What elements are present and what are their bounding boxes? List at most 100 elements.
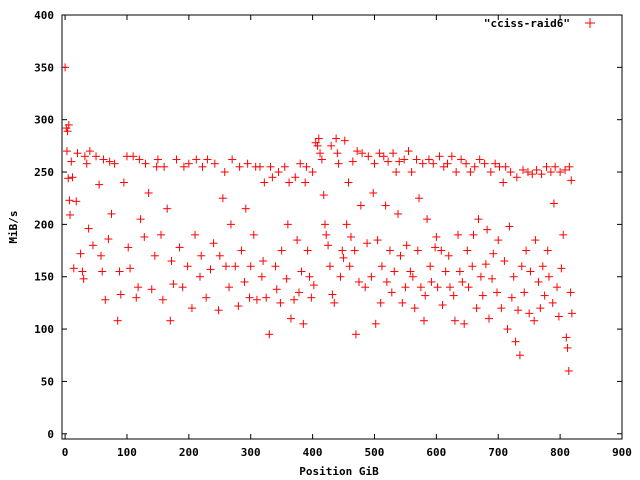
data-point [369,188,378,197]
data-point [474,215,483,224]
data-point [346,232,355,241]
data-point [454,230,463,239]
data-point [499,178,508,187]
data-point [379,152,388,161]
data-point [65,196,74,205]
data-point [85,147,94,156]
y-tick-label: 150 [34,271,54,284]
x-tick-label: 300 [241,446,261,459]
data-point [132,293,141,302]
data-point [355,277,364,286]
data-point [478,291,487,300]
data-point [272,285,281,294]
data-point [544,272,553,281]
data-point [438,300,447,309]
data-point [413,246,422,255]
data-point [124,243,133,252]
data-point [64,174,73,183]
x-tick-label: 400 [303,446,323,459]
data-point [501,162,510,171]
data-point [512,173,521,182]
data-point [158,295,167,304]
data-point [157,230,166,239]
data-point [410,304,419,313]
data-point [249,230,258,239]
data-point [262,293,271,302]
data-point [166,316,175,325]
data-point [115,267,124,276]
data-point [328,290,337,299]
data-point [406,267,415,276]
data-point [64,120,73,129]
data-point [554,312,563,321]
x-axis-ticks: 0 100 200 300 400 500 600 700 800 900 [62,15,632,459]
data-point [99,155,108,164]
data-point [340,136,349,145]
data-point [538,262,547,271]
data-point [67,157,76,166]
data-point [136,215,145,224]
data-point [562,333,571,342]
data-point [488,274,497,283]
data-point [184,159,193,168]
data-point [334,159,343,168]
data-point [424,155,433,164]
data-point [455,267,464,276]
data-point [523,168,532,177]
data-point [464,283,473,292]
data-point [363,239,372,248]
data-point [101,295,110,304]
data-point [494,236,503,245]
data-point [202,293,211,302]
data-point [215,251,224,260]
data-point [400,155,409,164]
data-point [61,63,70,72]
data-point [437,246,446,255]
data-point [460,319,469,328]
data-point [415,194,424,203]
data-point [231,262,240,271]
data-point [532,165,541,174]
x-tick-label: 900 [612,446,632,459]
data-point [107,209,116,218]
data-point [389,149,398,158]
data-point [274,168,283,177]
data-point [330,298,339,307]
data-point [356,201,365,210]
data-point [567,176,576,185]
data-point [382,277,391,286]
data-point [206,265,215,274]
data-point [307,293,316,302]
data-point [458,277,467,286]
data-point [134,283,143,292]
data-point [268,173,277,182]
y-axis-ticks: 0 50 100 150 200 250 300 350 400 [34,9,622,441]
data-point [235,162,244,171]
data-point [416,283,425,292]
data-point [305,272,314,281]
data-point [69,264,78,273]
data-point [534,277,543,286]
data-point [364,152,373,161]
data-point [277,246,286,255]
data-point [381,201,390,210]
data-point [344,178,353,187]
data-point [469,230,478,239]
data-point [309,281,318,290]
data-point [509,272,518,281]
data-point [348,157,357,166]
data-point [191,230,200,239]
data-point [484,314,493,323]
data-point [92,152,101,161]
data-point [303,246,312,255]
data-point [214,306,223,315]
data-point [66,210,75,219]
data-point [325,262,334,271]
data-point [530,316,539,325]
data-point [511,337,520,346]
data-point [237,246,246,255]
data-point [559,230,568,239]
data-point [493,288,502,297]
data-point [308,168,317,177]
data-point [463,246,472,255]
